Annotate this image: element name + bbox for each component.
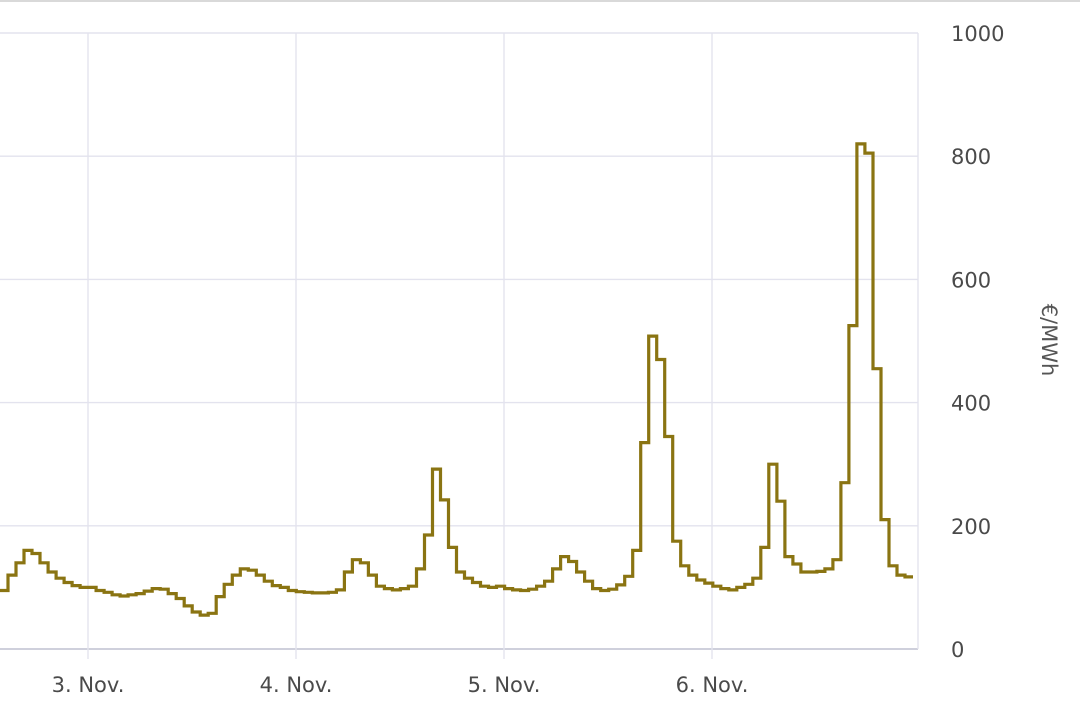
grid-lines bbox=[0, 32, 919, 659]
y-axis-title: €/MWh bbox=[1037, 304, 1061, 377]
y-tick-label: 800 bbox=[951, 145, 991, 169]
x-tick-label: 6. Nov. bbox=[676, 673, 749, 697]
y-axis-labels: 0 200 400 600 800 1000 bbox=[951, 22, 1004, 662]
x-axis-labels: 3. Nov. 4. Nov. 5. Nov. 6. Nov. bbox=[52, 673, 749, 697]
x-tick-label: 3. Nov. bbox=[52, 673, 125, 697]
y-tick-label: 200 bbox=[951, 515, 991, 539]
x-tick-label: 5. Nov. bbox=[468, 673, 541, 697]
y-tick-label: 0 bbox=[951, 638, 964, 662]
x-tick-label: 4. Nov. bbox=[260, 673, 333, 697]
y-tick-label: 1000 bbox=[951, 22, 1004, 46]
price-series-line bbox=[0, 142, 913, 617]
y-tick-label: 400 bbox=[951, 392, 991, 416]
top-divider bbox=[0, 0, 1080, 2]
y-tick-label: 600 bbox=[951, 268, 991, 292]
